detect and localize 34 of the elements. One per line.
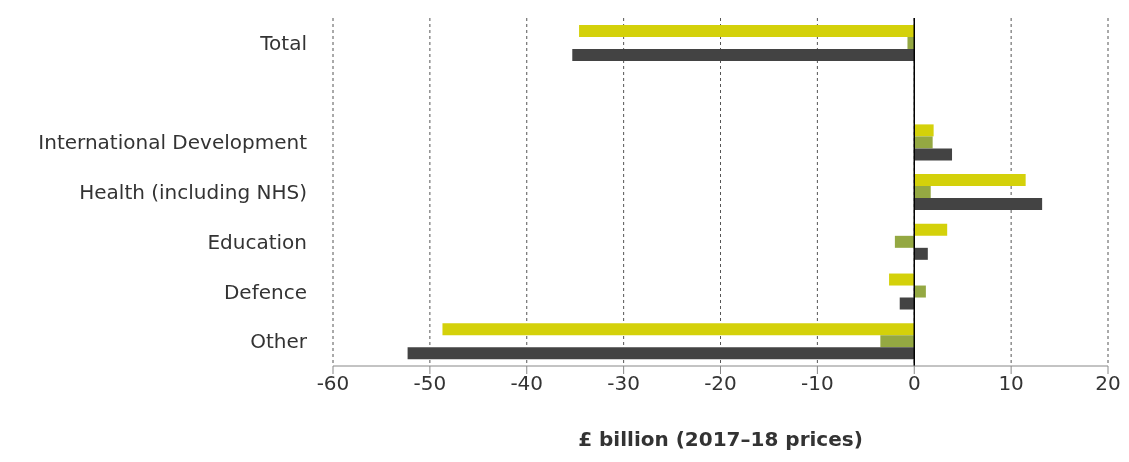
y-tick-label: International Development [38, 130, 308, 155]
y-tick-label: Health (including NHS) [79, 180, 307, 205]
bar [907, 36, 915, 49]
x-tick-label: -40 [510, 371, 544, 396]
bar [914, 247, 928, 260]
x-tick-label: 10 [998, 371, 1024, 396]
y-tick-label: Other [250, 329, 308, 354]
bar [880, 335, 915, 348]
bar [579, 24, 915, 37]
y-tick-label: Total [259, 30, 307, 55]
bar [442, 323, 915, 336]
bar [914, 148, 953, 161]
bar [894, 235, 915, 248]
y-tick-label: Defence [223, 279, 307, 304]
x-tick-label: 20 [1095, 371, 1121, 396]
bar [899, 297, 915, 310]
x-tick-label: -10 [801, 371, 834, 396]
y-tick-label: Education [207, 229, 307, 254]
x-tick-label: -20 [704, 371, 737, 396]
x-tick-label: -50 [413, 371, 447, 396]
bar [914, 285, 926, 298]
bar [914, 198, 1043, 211]
bar [914, 223, 948, 236]
bar [914, 174, 1026, 187]
x-tick-label: -30 [607, 371, 640, 396]
bar [914, 136, 933, 149]
x-tick-label: 0 [907, 371, 921, 396]
bar [914, 186, 931, 199]
bar [572, 48, 915, 61]
bar [914, 124, 934, 137]
x-tick-label: -60 [316, 371, 350, 396]
bar [889, 273, 915, 286]
bar [407, 347, 915, 360]
x-axis-title: £ billion (2017–18 prices) [578, 427, 863, 451]
